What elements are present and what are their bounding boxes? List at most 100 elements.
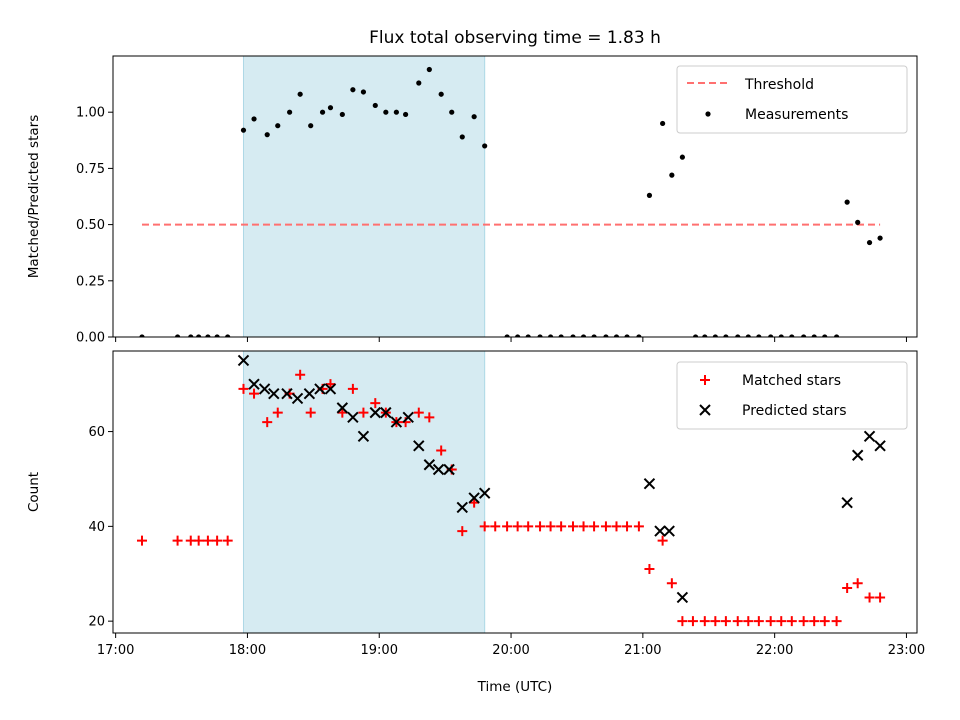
- data-point: [654, 525, 666, 537]
- data-point: [801, 334, 807, 337]
- data-point: [875, 592, 886, 603]
- data-point: [369, 406, 381, 419]
- data-point: [303, 387, 316, 400]
- data-point: [275, 123, 281, 129]
- data-point: [347, 411, 359, 424]
- data-point: [525, 334, 531, 337]
- data-point: [262, 417, 273, 428]
- data-point: [416, 80, 422, 86]
- x-tick-label: 22:00: [756, 643, 793, 658]
- y-tick-label: 0.25: [76, 274, 105, 289]
- data-point: [515, 334, 521, 337]
- data-point: [776, 616, 787, 627]
- y-tick-label: 20: [88, 615, 105, 630]
- data-point: [295, 369, 306, 380]
- observing-window-span: [242, 55, 486, 338]
- data-point: [567, 521, 578, 532]
- plot-area: [139, 66, 883, 337]
- data-point: [765, 616, 776, 627]
- x-tick-label: 19:00: [361, 643, 398, 658]
- data-point: [468, 492, 480, 504]
- y-axis-label: Matched/Predicted stars: [26, 115, 42, 278]
- data-point: [196, 334, 202, 337]
- x-tick-label: 20:00: [492, 643, 529, 658]
- data-point: [225, 334, 231, 337]
- data-point: [139, 334, 145, 337]
- data-point: [735, 334, 741, 337]
- data-point: [844, 199, 850, 205]
- data-point: [380, 406, 392, 419]
- data-point: [535, 521, 546, 532]
- x-tick-label: 23:00: [888, 643, 925, 658]
- data-point: [646, 192, 653, 198]
- data-point: [443, 463, 455, 476]
- data-point: [789, 334, 795, 337]
- data-point: [237, 354, 250, 367]
- data-point: [424, 412, 435, 423]
- data-point: [432, 463, 445, 476]
- data-point: [556, 521, 567, 532]
- data-point: [251, 116, 257, 122]
- data-point: [423, 459, 436, 471]
- data-point: [327, 105, 334, 111]
- data-point: [193, 535, 204, 546]
- data-point: [778, 334, 784, 337]
- data-point: [438, 91, 444, 97]
- data-point: [863, 430, 876, 443]
- data-point: [456, 501, 468, 514]
- legend-box: [676, 361, 908, 430]
- data-point: [291, 392, 304, 405]
- data-point: [851, 449, 864, 461]
- y-tick-label: 0.00: [76, 331, 105, 346]
- legend: Threshold Measurements: [676, 65, 908, 134]
- data-point: [403, 111, 409, 118]
- data-point: [272, 407, 283, 418]
- data-point: [622, 521, 633, 532]
- data-point: [413, 407, 424, 418]
- x-tick-label: 21:00: [624, 643, 661, 658]
- x-tick-label: 18:00: [229, 643, 266, 658]
- data-point: [644, 564, 655, 575]
- data-point: [372, 102, 378, 109]
- data-point: [222, 535, 233, 546]
- data-point: [822, 334, 828, 337]
- data-point: [281, 387, 293, 400]
- legend-measurements-label: Measurements: [745, 107, 848, 123]
- data-point: [523, 521, 534, 532]
- data-point: [459, 134, 465, 140]
- data-point: [426, 66, 432, 73]
- data-point: [249, 388, 260, 399]
- data-point: [660, 120, 666, 127]
- data-point: [852, 578, 863, 589]
- data-point: [471, 114, 477, 120]
- axes-frame: [112, 55, 918, 338]
- data-point: [834, 334, 840, 337]
- data-point: [547, 334, 554, 337]
- data-point: [636, 334, 642, 337]
- data-point: [240, 127, 247, 133]
- data-point: [633, 521, 644, 532]
- data-point: [666, 578, 677, 589]
- data-point: [819, 616, 830, 627]
- data-point: [308, 123, 314, 129]
- data-point: [570, 334, 576, 337]
- y-tick-label: 60: [88, 425, 105, 440]
- data-point: [753, 616, 764, 627]
- data-point: [360, 89, 367, 95]
- data-point: [687, 616, 698, 627]
- legend-matched-label: Matched stars: [742, 373, 841, 389]
- data-point: [188, 334, 194, 337]
- star-count-panel: 20 40 60 17:00 18:00 19:00 20:00 21:00 22:00 23:0…: [26, 350, 925, 695]
- data-point: [712, 334, 718, 337]
- data-point: [580, 334, 587, 337]
- data-point: [268, 387, 280, 400]
- data-point: [319, 109, 326, 115]
- data-point: [657, 535, 668, 546]
- data-point: [537, 334, 543, 337]
- data-point: [679, 154, 685, 160]
- data-point: [214, 334, 220, 337]
- data-point: [457, 526, 468, 537]
- data-point: [624, 334, 630, 337]
- legend-box: [676, 65, 908, 134]
- data-point: [589, 521, 600, 532]
